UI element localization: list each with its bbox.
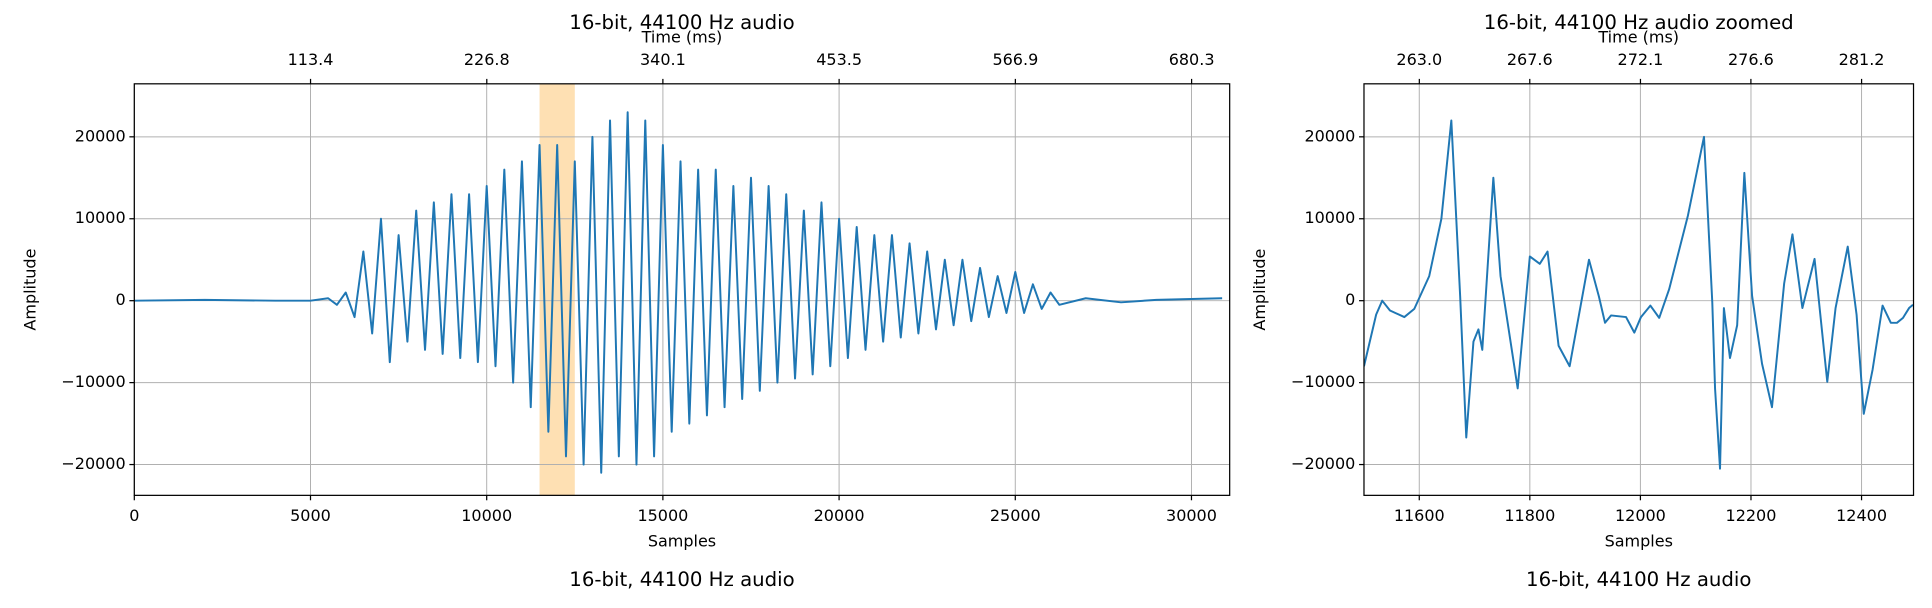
x-tick-label: 5000 — [290, 506, 331, 525]
y-tick-label: 0 — [115, 290, 125, 309]
x2-tick-label: 281.2 — [1839, 50, 1885, 69]
x2-tick-label: 680.3 — [1169, 50, 1215, 69]
y-tick-label: −10000 — [1291, 372, 1355, 391]
x-tick-label: 12000 — [1615, 506, 1666, 525]
chart-title: 16-bit, 44100 Hz audio zoomed — [1484, 11, 1794, 34]
y-tick-label: 10000 — [75, 208, 126, 227]
x2-tick-label: 276.6 — [1728, 50, 1774, 69]
y-tick-label: 0 — [1345, 290, 1355, 309]
x2-tick-label: 113.4 — [288, 50, 334, 69]
x2-tick-label: 340.1 — [640, 50, 686, 69]
x2-tick-label: 263.0 — [1396, 50, 1442, 69]
x-tick-label: 15000 — [637, 506, 688, 525]
y-tick-label: 10000 — [1304, 208, 1355, 227]
x-tick-label: 20000 — [814, 506, 865, 525]
x-tick-label: 0 — [129, 506, 139, 525]
x2-tick-label: 267.6 — [1507, 50, 1553, 69]
x2-axis-label: Time (ms) — [641, 28, 723, 47]
x-tick-label: 11600 — [1394, 506, 1445, 525]
y-axis-label: Amplitude — [1250, 249, 1269, 331]
caption: 16-bit, 44100 Hz audio — [569, 568, 794, 591]
waveform-line — [134, 111, 1223, 474]
x2-tick-label: 453.5 — [816, 50, 862, 69]
x-tick-label: 12400 — [1836, 506, 1887, 525]
plot-frame — [133, 83, 1231, 496]
x-tick-label: 12200 — [1726, 506, 1777, 525]
x2-tick-label: 226.8 — [464, 50, 510, 69]
y-tick-label: −10000 — [61, 372, 125, 391]
y-tick-label: 20000 — [1304, 126, 1355, 145]
waveform-line — [1363, 119, 1914, 470]
x2-tick-label: 272.1 — [1618, 50, 1664, 69]
x-tick-label: 11800 — [1504, 506, 1555, 525]
x-tick-label: 10000 — [461, 506, 512, 525]
x-tick-label: 30000 — [1166, 506, 1217, 525]
y-tick-label: −20000 — [1291, 454, 1355, 473]
x-tick-label: 25000 — [990, 506, 1041, 525]
x2-tick-label: 566.9 — [992, 50, 1038, 69]
x-axis-label: Samples — [648, 532, 716, 551]
y-tick-label: 20000 — [75, 126, 126, 145]
chart-title: 16-bit, 44100 Hz audio — [569, 11, 794, 34]
y-axis-label: Amplitude — [20, 249, 39, 331]
plot-frame — [1363, 83, 1915, 496]
y-tick-label: −20000 — [61, 454, 125, 473]
x-axis-label: Samples — [1605, 532, 1673, 551]
x2-axis-label: Time (ms) — [1597, 28, 1679, 47]
caption: 16-bit, 44100 Hz audio — [1526, 568, 1751, 591]
